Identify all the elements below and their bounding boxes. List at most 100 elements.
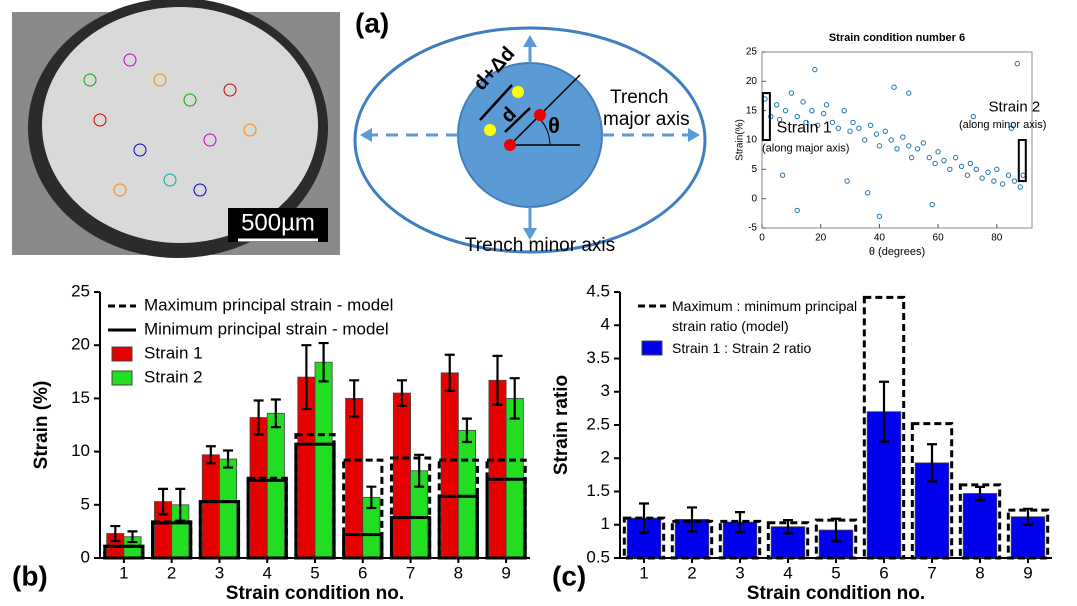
- model-outline: [814, 518, 858, 560]
- point: [876, 213, 883, 219]
- point: [1008, 125, 1015, 131]
- legend-label-box: Strain 1 : Strain 2 ratio: [672, 340, 811, 356]
- model-outline: [485, 477, 527, 560]
- point: [985, 169, 991, 175]
- point: [908, 154, 915, 161]
- point: [906, 90, 912, 96]
- annotation: Strain 1: [777, 119, 832, 136]
- panel-label: (a): [355, 7, 389, 38]
- x-tick-label: 9: [501, 563, 510, 582]
- y-tick-label: 25: [71, 281, 90, 300]
- y-tick-label: 3.5: [586, 348, 610, 367]
- panel-label: (b): [12, 560, 48, 591]
- y-axis-label: Strain(%): [735, 119, 746, 161]
- bar: [392, 392, 411, 559]
- y-tick-label: 15: [71, 388, 90, 407]
- point: [935, 149, 941, 155]
- y-tick-label: 5: [81, 494, 90, 513]
- legend-swatch: [641, 340, 663, 356]
- bar: [219, 458, 238, 559]
- y-tick-label: 4: [601, 315, 610, 334]
- point: [835, 125, 842, 131]
- point: [776, 116, 783, 123]
- y-axis-label: Strain (%): [31, 381, 52, 470]
- bar: [249, 417, 268, 559]
- x-tick-label: 60: [933, 233, 945, 244]
- y-tick-label: 2.5: [586, 414, 610, 433]
- error-bar: [783, 518, 793, 535]
- y-tick-label: 15: [746, 105, 758, 116]
- point: [1014, 61, 1021, 67]
- highlight-box: [761, 92, 771, 141]
- point: [788, 90, 795, 96]
- y-tick-label: 5: [751, 164, 757, 175]
- point: [809, 107, 815, 114]
- point: [967, 160, 974, 167]
- point: [1011, 178, 1018, 184]
- point: [844, 178, 850, 184]
- annotation: (along minor axis): [959, 119, 1046, 131]
- x-tick-label: 1: [639, 563, 648, 582]
- point: [803, 119, 809, 126]
- error-bar: [318, 341, 329, 383]
- major-axis-label: Trench: [610, 87, 668, 108]
- point: [941, 157, 947, 164]
- y-tick-label: 25: [746, 47, 758, 58]
- point: [994, 166, 1000, 173]
- panel-label: (c): [552, 560, 586, 591]
- bar: [488, 379, 507, 559]
- y-tick-label: 3: [601, 381, 610, 400]
- error-bar: [349, 379, 360, 418]
- point: [999, 181, 1006, 187]
- model-outline: [151, 521, 193, 560]
- model-outline: [622, 516, 666, 560]
- highlight-box: [1017, 139, 1027, 183]
- model-outline: [670, 519, 714, 560]
- point: [829, 119, 836, 126]
- error-bar: [253, 399, 264, 436]
- point: [929, 201, 935, 208]
- point: [947, 166, 953, 173]
- error-bar: [735, 511, 745, 534]
- error-bar: [444, 353, 455, 393]
- bar: [266, 412, 285, 559]
- error-bar: [127, 530, 138, 544]
- point: [850, 119, 856, 126]
- error-bar: [461, 417, 472, 444]
- legend-label: Strain 1: [144, 343, 203, 362]
- chart-title: Strain condition number 6: [829, 32, 965, 44]
- error-bar: [879, 380, 889, 443]
- point: [926, 154, 932, 161]
- point: [979, 175, 985, 181]
- point: [973, 166, 979, 173]
- point: [876, 143, 883, 149]
- error-bar: [396, 379, 407, 407]
- point: [867, 122, 874, 129]
- x-tick-label: 6: [879, 563, 888, 582]
- x-tick-label: 0: [759, 233, 765, 244]
- point: [888, 137, 894, 143]
- point: [964, 172, 971, 178]
- point: [794, 113, 800, 120]
- error-bar: [639, 502, 649, 534]
- x-tick-label: 7: [406, 563, 415, 582]
- point: [773, 102, 780, 108]
- plot-frame: [761, 51, 1033, 229]
- x-axis-label: θ (degrees): [869, 246, 925, 258]
- y-tick-label: 2: [601, 448, 610, 467]
- error-bar: [301, 344, 312, 411]
- legend-label: Minimum principal strain - model: [144, 319, 389, 338]
- error-bar: [366, 485, 377, 510]
- x-tick-label: 40: [874, 233, 886, 244]
- point: [932, 160, 938, 167]
- error-bar: [687, 506, 697, 533]
- bar: [440, 372, 459, 559]
- x-tick-label: 6: [358, 563, 367, 582]
- model-outline: [246, 478, 288, 560]
- error-bar: [975, 485, 985, 502]
- point: [847, 128, 853, 134]
- point: [894, 146, 900, 152]
- legend-label: Maximum : minimum principal strain ratio…: [672, 298, 858, 334]
- point: [841, 107, 847, 114]
- point: [823, 102, 830, 108]
